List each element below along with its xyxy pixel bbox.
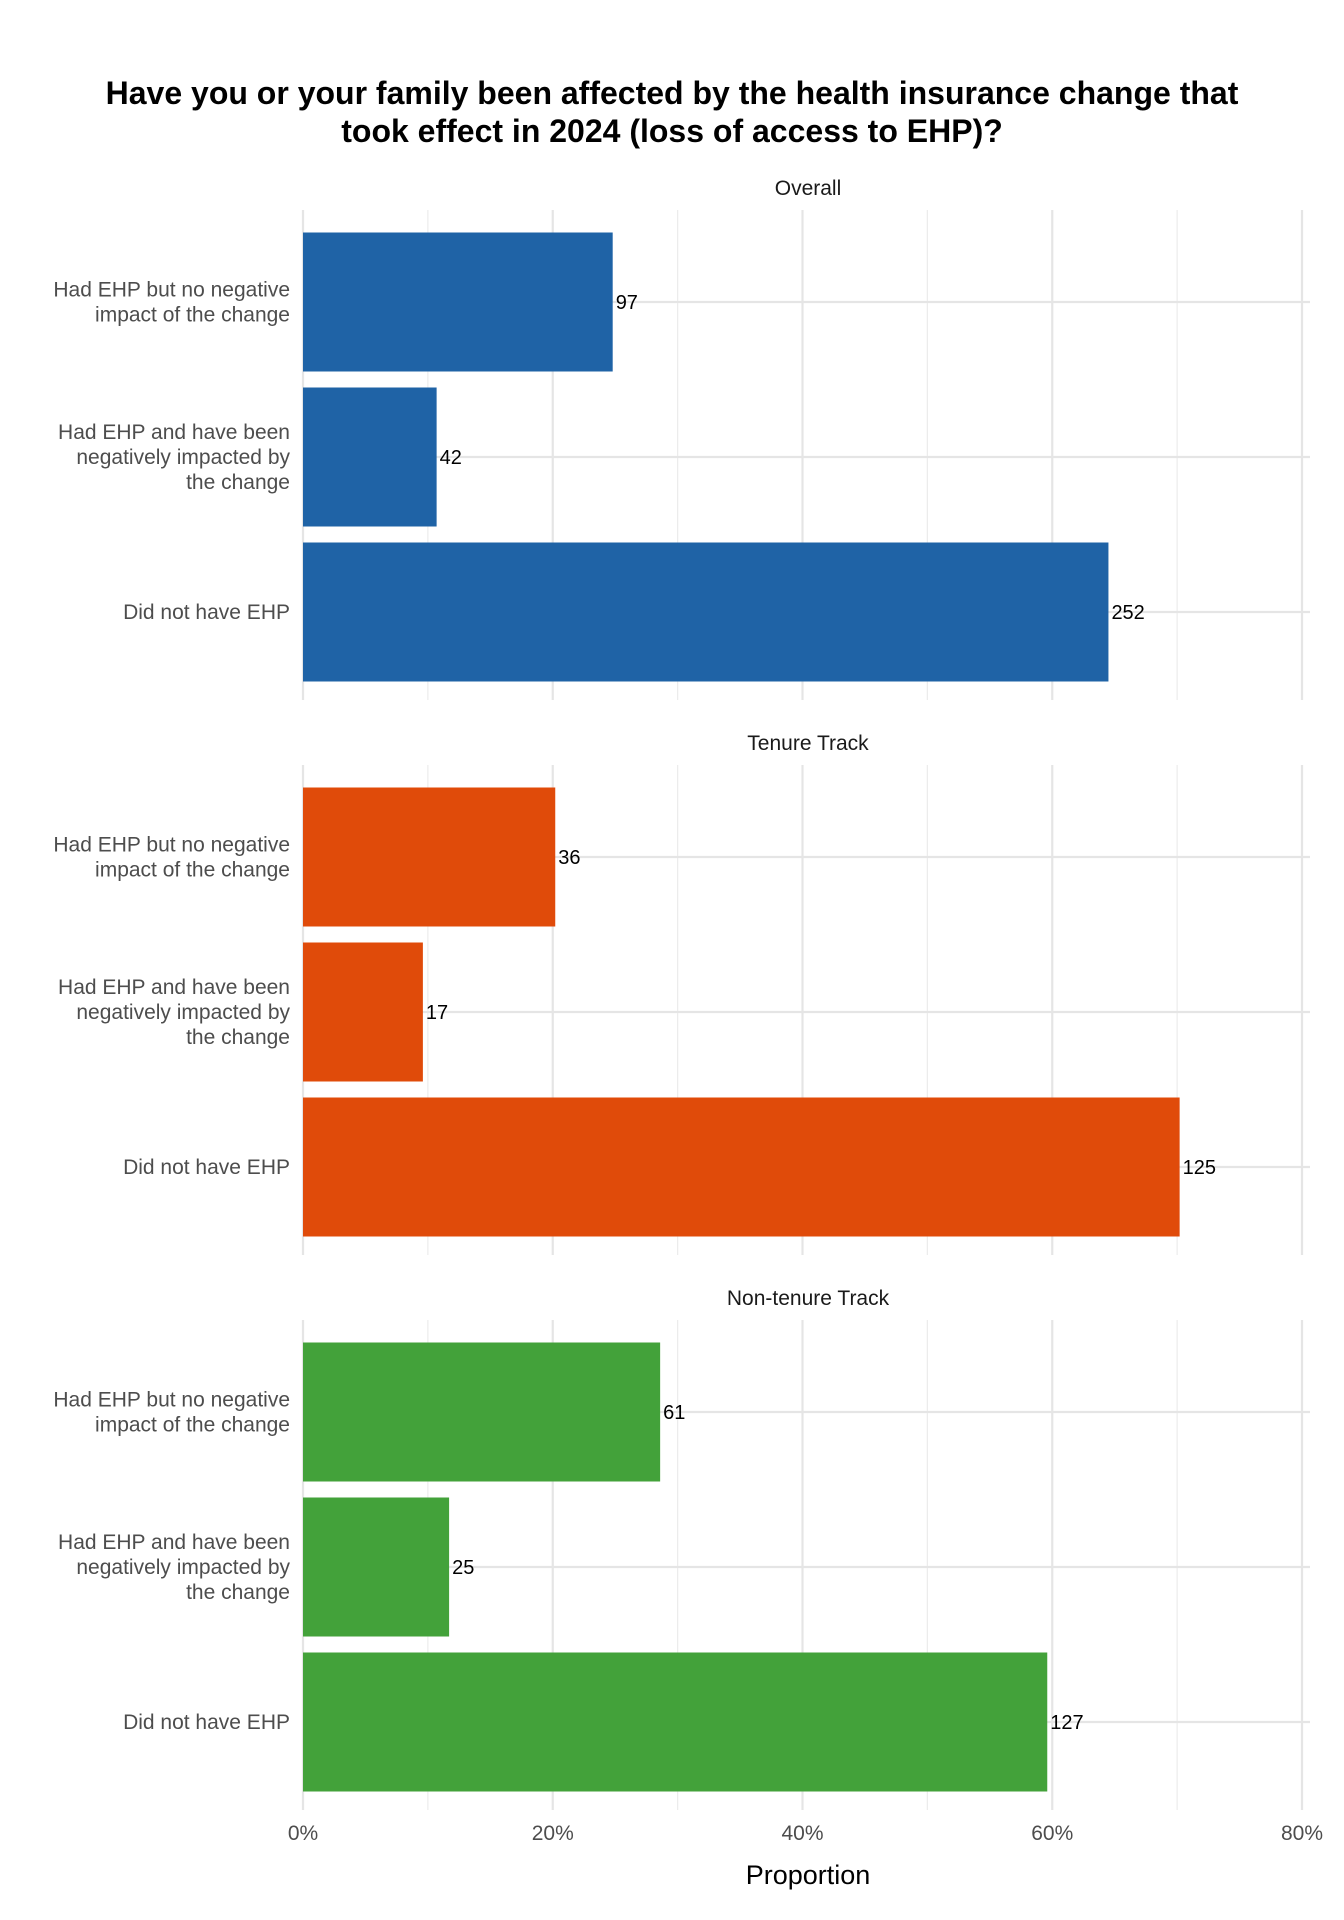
chart-title-line-1: Have you or your family been affected by…: [106, 75, 1239, 111]
bar: [303, 1097, 1180, 1237]
category-label: negatively impacted by: [76, 1556, 290, 1579]
bar: [303, 787, 556, 927]
category-label: Had EHP and have been: [58, 1531, 290, 1554]
bar-count-label: 61: [663, 1402, 685, 1424]
category-label: Did not have EHP: [123, 1711, 290, 1734]
category-label: negatively impacted by: [76, 446, 290, 469]
bar-count-label: 127: [1050, 1712, 1083, 1734]
bar-count-label: 17: [426, 1002, 448, 1024]
category-label: Had EHP but no negative: [53, 279, 290, 302]
facet-panel: Non-tenure Track 61 Had EHP but no negativ…: [53, 1287, 1310, 1810]
category-label: Did not have EHP: [123, 1156, 290, 1179]
bar-count-label: 252: [1111, 602, 1144, 624]
category-label: the change: [186, 471, 290, 494]
chart-title: Have you or your family been affected by…: [106, 75, 1239, 149]
x-tick-label: 0%: [288, 1822, 318, 1845]
facet-title: Tenure Track: [747, 732, 869, 755]
bar-count-label: 125: [1183, 1157, 1216, 1179]
bar: [303, 1652, 1048, 1792]
x-tick-label: 20%: [532, 1822, 574, 1845]
category-label: impact of the change: [95, 1414, 290, 1437]
bar: [303, 942, 423, 1082]
x-tick-label: 80%: [1281, 1822, 1323, 1845]
category-label: impact of the change: [95, 859, 290, 882]
bar-count-label: 97: [616, 292, 638, 314]
bar-count-label: 36: [558, 847, 580, 869]
category-label: the change: [186, 1581, 290, 1604]
facet-title: Non-tenure Track: [727, 1287, 890, 1310]
bar: [303, 387, 437, 527]
bar: [303, 542, 1109, 682]
bar: [303, 1497, 450, 1637]
category-label: impact of the change: [95, 304, 290, 327]
x-tick-label: 40%: [781, 1822, 823, 1845]
category-label: Had EHP and have been: [58, 421, 290, 444]
facet-title: Overall: [775, 177, 842, 200]
bar-count-label: 25: [452, 1557, 474, 1579]
x-axis-title: Proportion: [746, 1860, 871, 1890]
x-tick-label: 60%: [1031, 1822, 1073, 1845]
x-axis: 0% 20% 40% 60% 80%: [288, 1822, 1323, 1845]
bar-count-label: 42: [440, 447, 462, 469]
category-label: Had EHP but no negative: [53, 834, 290, 857]
category-label: Had EHP and have been: [58, 976, 290, 999]
chart-title-line-2: took effect in 2024 (loss of access to E…: [341, 113, 1003, 149]
facet-panel: Tenure Track 36 Had EHP but no negativeimp…: [53, 732, 1310, 1255]
category-label: the change: [186, 1026, 290, 1049]
bar: [303, 232, 613, 372]
bar: [303, 1342, 661, 1482]
category-label: negatively impacted by: [76, 1001, 290, 1024]
category-label: Did not have EHP: [123, 601, 290, 624]
category-label: Had EHP but no negative: [53, 1389, 290, 1412]
